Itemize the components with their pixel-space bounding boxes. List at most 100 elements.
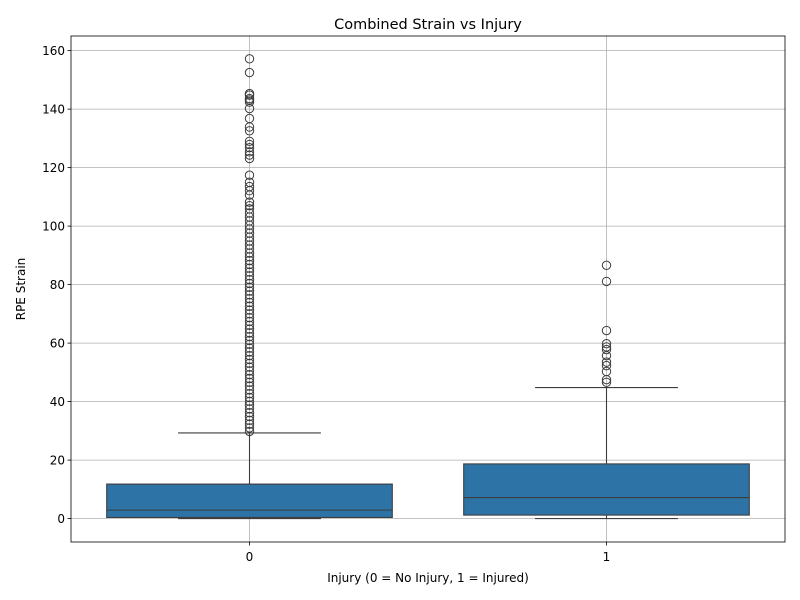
outlier-point	[244, 90, 255, 100]
outlier-point	[601, 344, 612, 355]
outlier-point	[601, 338, 612, 349]
y-axis-label: RPE Strain	[14, 258, 28, 321]
box-group-1	[463, 260, 750, 520]
outlier-point	[244, 347, 255, 357]
outlier-point	[244, 293, 255, 304]
outlier-point	[244, 426, 255, 437]
outlier-point	[244, 274, 255, 285]
outlier-point	[244, 358, 255, 368]
outlier-point	[244, 331, 255, 342]
outlier-point	[244, 282, 255, 292]
outlier-point	[244, 339, 255, 349]
outlier-point	[244, 67, 255, 78]
iqr-box	[463, 463, 750, 516]
outlier-point	[601, 260, 612, 271]
y-tick-label: 160	[42, 44, 65, 58]
y-tick-label: 140	[42, 102, 65, 116]
y-axis: 0 20 40 60 80 100 120 140 160	[42, 44, 71, 526]
outlier-point	[244, 236, 255, 246]
outlier-point	[244, 150, 255, 160]
outlier-point	[244, 147, 255, 157]
outlier-point	[601, 377, 612, 388]
outlier-point	[244, 248, 255, 258]
outlier-point	[244, 301, 255, 311]
outlier-point	[244, 197, 255, 207]
outlier-point	[244, 305, 255, 315]
outlier-point	[244, 324, 255, 334]
outlier-point	[601, 374, 612, 385]
outlier-point	[601, 276, 612, 287]
outlier-point	[244, 381, 255, 391]
y-tick-label: 40	[50, 395, 65, 409]
outlier-point	[244, 255, 255, 266]
outlier-point	[244, 415, 255, 426]
outlier-point	[244, 267, 255, 277]
outlier-point	[244, 309, 255, 319]
y-tick-label: 20	[50, 453, 65, 467]
outlier-point	[244, 186, 255, 196]
outlier-point	[244, 244, 255, 254]
outlier-point	[244, 220, 255, 230]
outlier-point	[244, 208, 255, 218]
outlier-point	[244, 136, 255, 146]
y-tick-label: 60	[50, 336, 65, 350]
outlier-point	[244, 271, 255, 281]
outlier-point	[244, 259, 255, 270]
outlier-point	[244, 54, 255, 64]
outlier-point	[244, 400, 255, 410]
x-tick-label: 1	[603, 550, 611, 564]
outlier-point	[244, 290, 255, 300]
y-tick-label: 0	[57, 512, 65, 526]
outlier-point	[244, 350, 255, 361]
plot-frame	[70, 35, 786, 543]
outlier-point	[244, 122, 255, 132]
outlier-point	[244, 139, 255, 150]
outlier-point	[244, 278, 255, 289]
outlier-point	[244, 263, 255, 273]
outlier-point	[601, 360, 612, 371]
outlier-point	[244, 240, 255, 250]
outlier-point	[244, 190, 255, 200]
outlier-point	[244, 126, 255, 136]
outlier-point	[244, 362, 255, 372]
outlier-point	[244, 404, 255, 414]
y-tick-label: 80	[50, 278, 65, 292]
outlier-point	[244, 97, 255, 107]
outlier-point	[244, 354, 255, 365]
x-tick-label: 0	[246, 550, 254, 564]
outlier-point	[244, 377, 255, 388]
outlier-point	[244, 335, 255, 346]
outlier-point	[244, 153, 255, 164]
outlier-point	[244, 228, 255, 238]
outlier-point	[244, 419, 255, 429]
outlier-point	[244, 396, 255, 407]
outlier-point	[244, 408, 255, 418]
chart-title: Combined Strain vs Injury	[334, 17, 522, 33]
outlier-point	[244, 252, 255, 262]
outlier-point	[244, 343, 255, 353]
outlier-point	[244, 369, 255, 380]
outlier-point	[244, 366, 255, 376]
outlier-point	[601, 350, 612, 361]
outlier-point	[244, 411, 255, 422]
outlier-point	[244, 320, 255, 330]
outlier-point	[244, 316, 255, 327]
outlier-point	[601, 325, 612, 336]
y-tick-label: 120	[42, 161, 65, 175]
outlier-point	[244, 286, 255, 296]
outlier-point	[244, 389, 255, 399]
outlier-point	[244, 312, 255, 323]
outlier-point	[244, 373, 255, 384]
outlier-point	[244, 103, 255, 114]
outlier-point	[244, 423, 255, 433]
outlier-point	[244, 143, 255, 153]
outlier-point	[244, 385, 255, 395]
x-axis-label: Injury (0 = No Injury, 1 = Injured)	[327, 571, 529, 585]
outlier-point	[244, 232, 255, 242]
outlier-point	[244, 328, 255, 338]
iqr-box	[106, 483, 393, 518]
y-tick-label: 100	[42, 219, 65, 233]
plot-marks	[106, 54, 750, 520]
